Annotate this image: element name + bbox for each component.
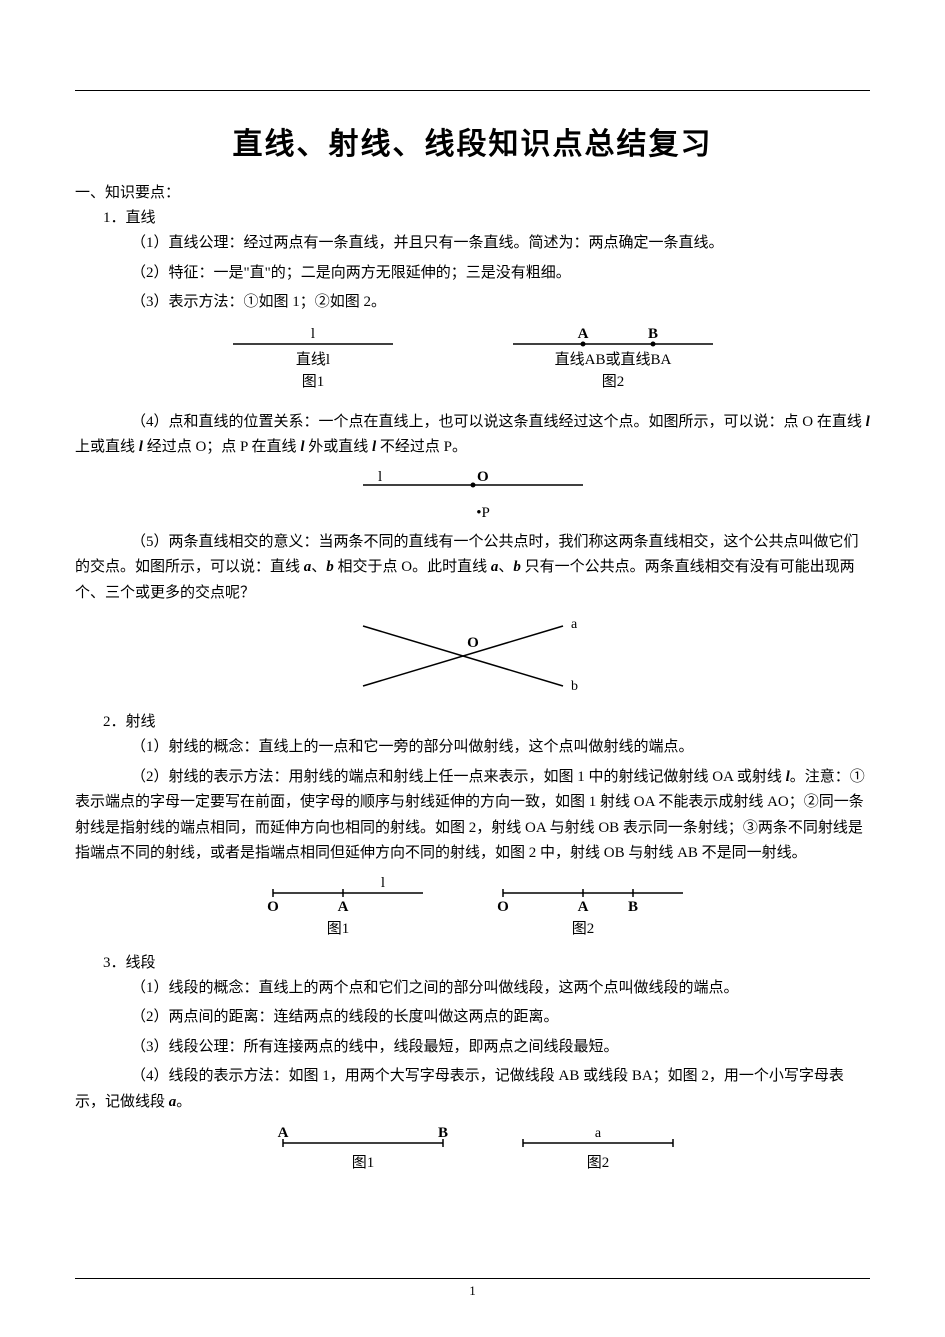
para: （1）射线的概念：直线上的一点和它一旁的部分叫做射线，这个点叫做射线的端点。	[131, 735, 870, 761]
figure-line-notation: l 直线l 图1 A B 直线AB或直线BA 图2	[75, 324, 870, 404]
section-heading: 一、知识要点：	[75, 181, 870, 202]
label: 图2	[571, 920, 594, 937]
figure-intersecting-lines: O a b	[75, 614, 870, 704]
text: 上或直线	[75, 439, 139, 455]
figure-ray-notation: l O A 图1 O A B 图2	[75, 875, 870, 945]
text: 、	[311, 559, 326, 575]
para: （4）线段的表示方法：如图 1，用两个大写字母表示，记做线段 AB 或线段 BA…	[75, 1064, 870, 1115]
text: 。	[176, 1094, 191, 1110]
label-a: a	[594, 1126, 601, 1141]
label: 图1	[351, 1154, 374, 1171]
para: （5）两条直线相交的意义：当两条不同的直线有一个公共点时，我们称这两条直线相交，…	[75, 530, 870, 607]
label-b: B	[627, 899, 637, 915]
para: （1）直线公理：经过两点有一条直线，并且只有一条直线。简述为：两点确定一条直线。	[131, 231, 870, 257]
text: 、	[498, 559, 513, 575]
page-title: 直线、射线、线段知识点总结复习	[75, 119, 870, 163]
page: 直线、射线、线段知识点总结复习 一、知识要点： 1．直线 （1）直线公理：经过两…	[0, 0, 945, 1337]
label-b: B	[647, 326, 657, 342]
text: 经过点 O；点 P 在直线	[143, 439, 300, 455]
label-p: •P	[476, 505, 490, 521]
label-o: O	[267, 899, 279, 915]
label-o: O	[477, 469, 489, 485]
var-b: b	[326, 559, 334, 575]
figure-point-line: l O •P	[75, 469, 870, 524]
label-a: A	[337, 899, 348, 915]
label: 图2	[586, 1154, 609, 1171]
text: 不经过点 P。	[376, 439, 467, 455]
label-l: l	[378, 469, 382, 485]
label-b: b	[571, 679, 578, 694]
label: 图1	[301, 373, 324, 390]
para: （3）表示方法：①如图 1；②如图 2。	[131, 290, 870, 316]
sub-heading-line: 1．直线	[103, 206, 870, 227]
para: （3）线段公理：所有连接两点的线中，线段最短，即两点之间线段最短。	[131, 1035, 870, 1061]
para: （1）线段的概念：直线上的两个点和它们之间的部分叫做线段，这两个点叫做线段的端点…	[131, 976, 870, 1002]
text: （4）点和直线的位置关系：一个点在直线上，也可以说这条直线经过这个点。如图所示，…	[131, 414, 866, 430]
label: 直线AB或直线BA	[554, 351, 671, 368]
label: 图1	[326, 920, 349, 937]
para: （2）两点间的距离：连结两点的线段的长度叫做这两点的距离。	[131, 1005, 870, 1031]
text: 相交于点 O。此时直线	[334, 559, 491, 575]
figure-segment-notation: A B 图1 a 图2	[75, 1123, 870, 1183]
label-l: l	[310, 326, 314, 342]
para: （2）射线的表示方法：用射线的端点和射线上任一点来表示，如图 1 中的射线记做射…	[75, 765, 870, 867]
page-number: 1	[469, 1283, 476, 1298]
sub-heading-segment: 3．线段	[103, 951, 870, 972]
label: 图2	[601, 373, 624, 390]
label-a: A	[277, 1125, 288, 1141]
point-b	[650, 341, 655, 346]
label-o: O	[497, 899, 509, 915]
point-a	[580, 341, 585, 346]
var-b: b	[513, 559, 521, 575]
label-o: O	[467, 635, 479, 651]
label-a: A	[577, 899, 588, 915]
para: （2）特征：一是"直"的；二是向两方无限延伸的；三是没有粗细。	[131, 261, 870, 287]
text: 外或直线	[304, 439, 372, 455]
label-l: l	[380, 875, 384, 891]
label-a: A	[577, 326, 588, 342]
para: （4）点和直线的位置关系：一个点在直线上，也可以说这条直线经过这个点。如图所示，…	[75, 410, 870, 461]
var-l: l	[866, 414, 870, 430]
page-footer: 1	[75, 1278, 870, 1299]
point-o	[470, 482, 475, 487]
label: 直线l	[295, 351, 329, 368]
label-a: a	[571, 617, 578, 632]
label-b: B	[437, 1125, 447, 1141]
text: （2）射线的表示方法：用射线的端点和射线上任一点来表示，如图 1 中的射线记做射…	[131, 769, 786, 785]
sub-heading-ray: 2．射线	[103, 710, 870, 731]
top-rule	[75, 90, 870, 91]
